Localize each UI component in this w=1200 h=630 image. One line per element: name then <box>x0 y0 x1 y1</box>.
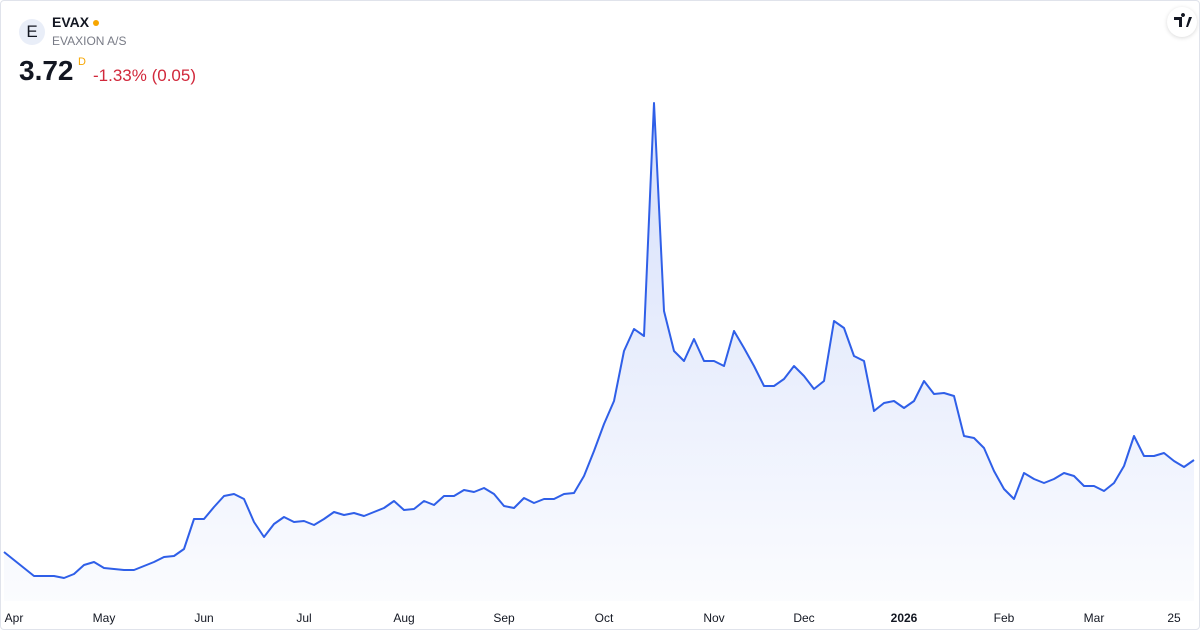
x-tick-label: Dec <box>793 611 814 625</box>
company-name: EVAXION A/S <box>52 34 127 48</box>
x-tick-label: Sep <box>493 611 515 625</box>
status-dot <box>93 20 100 27</box>
x-tick-label: Jun <box>194 611 213 625</box>
ticker[interactable]: EVAX <box>52 14 90 30</box>
symbol-avatar: E <box>19 19 45 45</box>
x-tick-label: Feb <box>994 611 1015 625</box>
x-tick-label: Jul <box>296 611 311 625</box>
x-tick-label: Apr <box>5 611 24 625</box>
x-tick-label: 2026 <box>891 611 918 625</box>
x-tick-label: Aug <box>393 611 414 625</box>
price-flag: D <box>78 56 86 68</box>
x-tick-label: 25 <box>1167 611 1181 625</box>
x-tick-label: Nov <box>703 611 724 625</box>
x-tick-label: May <box>93 611 116 625</box>
logo-icon <box>1174 13 1192 27</box>
logo[interactable] <box>1167 7 1197 37</box>
price-change: -1.33% (0.05) <box>93 66 196 85</box>
x-tick-label: Oct <box>595 611 614 625</box>
price-line <box>3 102 1195 579</box>
symbol-ticker[interactable]: EVAX <box>52 14 100 30</box>
area-fill <box>4 103 1194 601</box>
last-price: 3.72 <box>19 55 74 86</box>
x-tick-label: Mar <box>1084 611 1105 625</box>
